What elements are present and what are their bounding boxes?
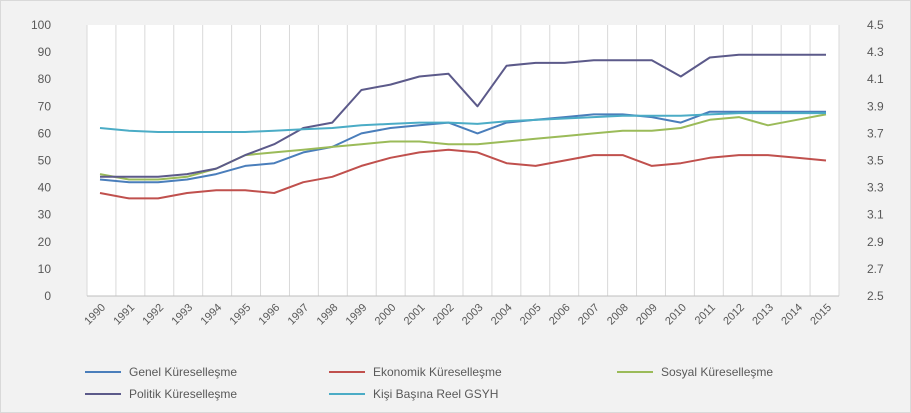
x-tick-label: 2011: [693, 302, 718, 327]
x-tick-label: 1996: [257, 302, 283, 328]
x-tick-label: 2006: [547, 302, 573, 328]
y-tick-label-right: 3.5: [867, 154, 884, 168]
x-tick-label: 2000: [373, 302, 399, 328]
x-tick-label: 1997: [286, 302, 312, 328]
x-tick-label: 1998: [315, 302, 341, 328]
series-line: [99, 110, 826, 184]
legend-label: Kişi Başına Reel GSYH: [373, 387, 498, 401]
y-tick-label-right: 3.1: [867, 208, 884, 222]
y-tick-label-left: 40: [38, 181, 52, 195]
y-tick-label-right: 4.3: [867, 45, 884, 59]
x-tick-label: 2002: [431, 302, 457, 328]
grid-lines: [86, 25, 840, 297]
x-tick-label: 2013: [750, 302, 776, 328]
x-tick-label: 1995: [228, 302, 254, 328]
x-tick-label: 2004: [489, 302, 515, 328]
y-tick-label-right: 4.1: [867, 72, 884, 86]
y-tick-label-left: 50: [38, 154, 52, 168]
y-axis-right: 2.5 2.7 2.9 3.1 3.3 3.5 3.7 3.9 4.1 4.3 4.5: [867, 18, 884, 303]
y-tick-label-left: 90: [38, 45, 52, 59]
series-line: [99, 112, 826, 133]
x-tick-label: 2001: [402, 302, 428, 328]
y-axis-left: 0 10 20 30 40 50 60 70 80 90 100: [31, 18, 51, 303]
y-tick-label-right: 3.9: [867, 99, 884, 113]
legend-label: Ekonomik Küreselleşme: [373, 365, 502, 379]
x-tick-label: 2014: [779, 302, 805, 328]
x-tick-label: 2008: [605, 302, 631, 328]
x-tick-label: 1992: [140, 302, 166, 328]
y-tick-label-left: 60: [38, 126, 52, 140]
x-tick-label: 1993: [169, 302, 195, 328]
x-axis: 1990 1991 1992 1993 1994 1995 1996 1997 1998 1999…: [82, 302, 834, 328]
y-tick-label-left: 10: [38, 262, 52, 276]
x-tick-label: 1990: [82, 302, 108, 328]
x-tick-label: 2009: [634, 302, 660, 328]
x-tick-label: 2015: [808, 302, 834, 328]
y-tick-label-right: 3.7: [867, 126, 884, 140]
x-tick-label: 1991: [111, 302, 137, 328]
series-lines: [99, 53, 827, 200]
x-tick-label: 2003: [460, 302, 486, 328]
x-tick-label: 1999: [344, 302, 370, 328]
x-tick-label: 2012: [721, 302, 747, 328]
legend-label: Politik Küreselleşme: [129, 387, 237, 401]
y-tick-label-left: 100: [31, 18, 51, 32]
series-line: [100, 53, 826, 178]
legend-label: Sosyal Küreselleşme: [661, 365, 773, 379]
y-tick-label-right: 4.5: [867, 18, 884, 32]
legend-label: Genel Küreselleşme: [129, 365, 237, 379]
y-tick-label-right: 2.7: [867, 262, 884, 276]
x-tick-label: 2010: [663, 302, 689, 328]
y-tick-label-left: 30: [38, 208, 52, 222]
x-tick-label: 2005: [518, 302, 544, 328]
y-tick-label-left: 80: [38, 72, 52, 86]
y-tick-label-right: 2.5: [867, 289, 884, 303]
series-line: [99, 148, 827, 200]
legend: Genel Küreselleşme Ekonomik Küreselleşme S…: [85, 365, 773, 401]
x-tick-label: 1994: [198, 302, 224, 328]
y-tick-label-right: 2.9: [867, 235, 884, 249]
y-tick-label-left: 0: [44, 289, 51, 303]
x-tick-label: 2007: [576, 302, 602, 328]
y-tick-label-right: 3.3: [867, 181, 884, 195]
y-tick-label-left: 70: [38, 99, 52, 113]
y-tick-label-left: 20: [38, 235, 52, 249]
